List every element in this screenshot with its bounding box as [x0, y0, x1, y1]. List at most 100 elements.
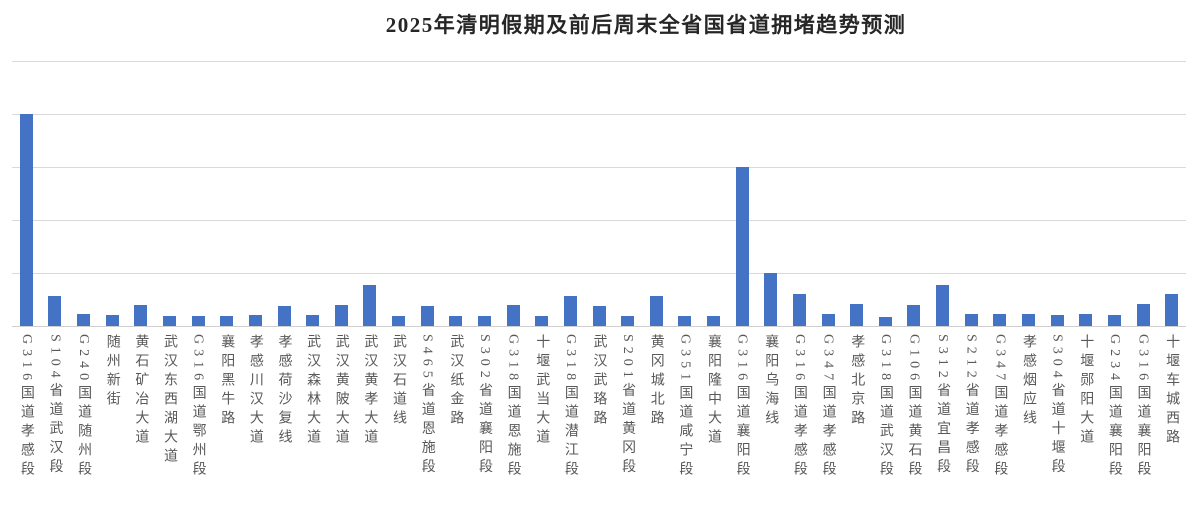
- category-label: 武汉东西湖大道: [161, 334, 177, 467]
- x-axis-label-slot: G240国道随州段: [69, 334, 98, 508]
- category-label: G234国道襄阳段: [1106, 334, 1122, 481]
- x-axis-label-slot: G316国道襄阳段: [728, 334, 757, 508]
- x-axis-label-slot: 武汉黄陂大道: [327, 334, 356, 508]
- bar: [48, 295, 62, 326]
- bar: [162, 315, 176, 326]
- bar: [735, 167, 749, 326]
- x-axis-label-slot: G234国道襄阳段: [1100, 334, 1129, 508]
- x-axis-label-slot: G316国道鄂州段: [184, 334, 213, 508]
- x-axis-label-slot: S304省道十堰段: [1043, 334, 1072, 508]
- x-axis-label-slot: 襄阳黑牛路: [212, 334, 241, 508]
- bar: [277, 305, 291, 326]
- category-label: 武汉纸金路: [448, 334, 464, 429]
- x-axis-label-slot: G351国道咸宁段: [671, 334, 700, 508]
- category-label: 襄阳乌海线: [763, 334, 779, 429]
- category-label: 襄阳黑牛路: [219, 334, 235, 429]
- x-axis-label-slot: 十堰武当大道: [527, 334, 556, 508]
- category-label: G318国道潜江段: [562, 334, 578, 481]
- gridline: [12, 167, 1186, 168]
- bar: [392, 315, 406, 326]
- gridline: [12, 114, 1186, 115]
- bar: [964, 314, 978, 326]
- bar: [907, 304, 921, 326]
- category-label: 孝感川汉大道: [247, 334, 263, 448]
- x-axis-line: [12, 326, 1186, 327]
- category-label: S201省道黄冈段: [620, 334, 636, 478]
- x-axis-label-slot: 随州新街: [98, 334, 127, 508]
- category-label: S302省道襄阳段: [476, 334, 492, 478]
- category-label: G316国道孝感段: [791, 334, 807, 481]
- bar: [707, 315, 721, 326]
- x-axis-label-slot: G347国道孝感段: [814, 334, 843, 508]
- x-axis-label-slot: S201省道黄冈段: [613, 334, 642, 508]
- gridline: [12, 61, 1186, 62]
- x-axis-label-slot: G316国道孝感段: [785, 334, 814, 508]
- category-label: 武汉石道线: [391, 334, 407, 429]
- category-label: 武汉黄陂大道: [333, 334, 349, 448]
- x-axis-label-slot: G318国道潜江段: [556, 334, 585, 508]
- category-label: G318国道恩施段: [505, 334, 521, 481]
- x-axis-label-slot: G316国道孝感段: [12, 334, 41, 508]
- x-axis-label-slot: 武汉东西湖大道: [155, 334, 184, 508]
- x-axis-label-slot: 黄冈城北路: [642, 334, 671, 508]
- bar: [1136, 304, 1150, 326]
- x-axis-label-slot: G106国道黄石段: [900, 334, 929, 508]
- category-label: 黄冈城北路: [648, 334, 664, 429]
- bar: [19, 114, 33, 326]
- x-axis-label-slot: 孝感烟应线: [1014, 334, 1043, 508]
- x-axis-label-slot: S302省道襄阳段: [470, 334, 499, 508]
- category-label: 武汉武珞路: [591, 334, 607, 429]
- x-axis-label-slot: 孝感荷沙复线: [270, 334, 299, 508]
- x-axis-label-slot: G316国道襄阳段: [1129, 334, 1158, 508]
- category-label: G347国道孝感段: [820, 334, 836, 481]
- x-axis-label-slot: 武汉纸金路: [442, 334, 471, 508]
- x-axis-label-slot: 武汉森林大道: [298, 334, 327, 508]
- x-axis-label-slot: 襄阳隆中大道: [699, 334, 728, 508]
- bar: [220, 315, 234, 326]
- category-label: 孝感荷沙复线: [276, 334, 292, 448]
- bar: [191, 315, 205, 326]
- x-axis-label-slot: 十堰郧阳大道: [1071, 334, 1100, 508]
- bar: [535, 315, 549, 326]
- bar: [792, 294, 806, 326]
- bar: [248, 314, 262, 326]
- category-label: 十堰郧阳大道: [1078, 334, 1094, 448]
- bar: [134, 304, 148, 326]
- gridline: [12, 220, 1186, 221]
- category-label: S304省道十堰段: [1049, 334, 1065, 478]
- bar: [764, 273, 778, 326]
- bar: [1107, 314, 1121, 326]
- bar: [621, 315, 635, 326]
- bar: [1050, 314, 1064, 326]
- bar: [1165, 294, 1179, 326]
- category-label: 襄阳隆中大道: [706, 334, 722, 448]
- bar: [1022, 314, 1035, 326]
- x-axis-label-slot: S465省道恩施段: [413, 334, 442, 508]
- x-axis-label-slot: S312省道宜昌段: [928, 334, 957, 508]
- bar: [105, 314, 119, 326]
- bar: [306, 315, 320, 326]
- gridline: [12, 273, 1186, 274]
- category-label: S312省道宜昌段: [935, 334, 951, 478]
- category-label: G318国道武汉段: [877, 334, 893, 481]
- bar: [821, 314, 835, 326]
- x-axis-label-slot: 孝感川汉大道: [241, 334, 270, 508]
- bar: [363, 284, 377, 326]
- category-label: 孝感烟应线: [1021, 334, 1036, 429]
- x-axis-label-slot: 十堰车城西路: [1157, 334, 1186, 508]
- x-axis-label-slot: S212省道孝感段: [957, 334, 986, 508]
- chart-title: 2025年清明假期及前后周末全省国省道拥堵趋势预测: [385, 13, 907, 37]
- bar: [420, 306, 434, 326]
- category-label: 黄石矿冶大道: [133, 334, 149, 448]
- x-axis-label-slot: 武汉武珞路: [585, 334, 614, 508]
- category-label: 孝感北京路: [849, 334, 865, 429]
- category-label: G351国道咸宁段: [677, 334, 693, 481]
- x-axis-label-slot: S104省道武汉段: [41, 334, 70, 508]
- bar: [936, 284, 950, 326]
- x-axis-label-slot: 武汉石道线: [384, 334, 413, 508]
- category-label: G316国道孝感段: [18, 334, 34, 481]
- bar: [506, 304, 520, 326]
- bar: [449, 315, 463, 326]
- bar: [678, 315, 692, 326]
